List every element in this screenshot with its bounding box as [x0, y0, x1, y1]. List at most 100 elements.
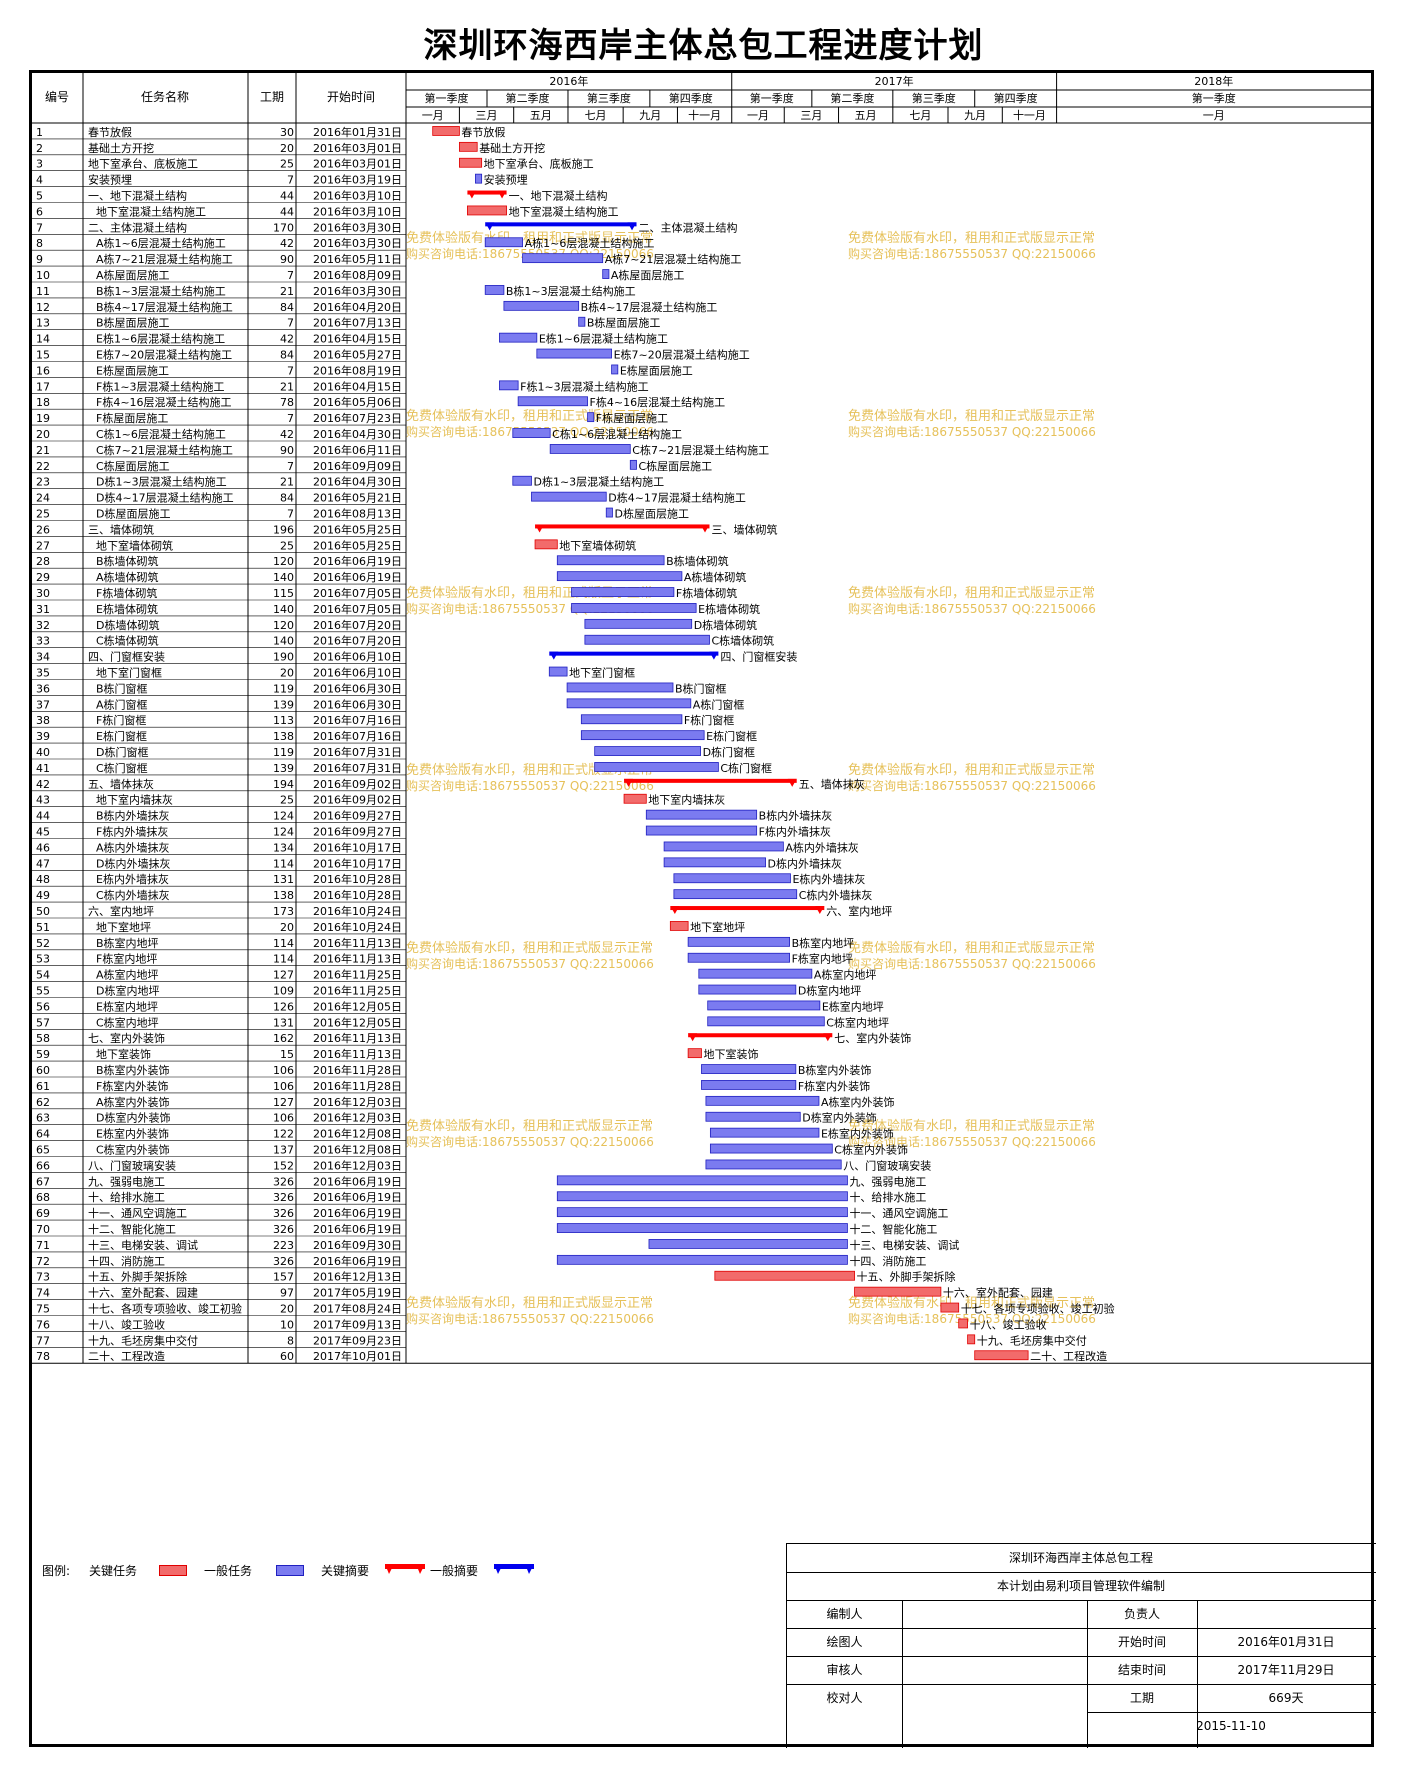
- info-divider: [787, 1684, 1376, 1685]
- task-start: 2017年09月13日: [313, 1317, 402, 1331]
- task-id: 53: [36, 953, 50, 966]
- task-name: F栋墙体砌筑: [96, 586, 157, 600]
- task-duration: 60: [280, 1350, 294, 1363]
- task-duration: 7: [287, 412, 294, 425]
- task-id: 9: [36, 253, 43, 266]
- task-name: 地下室墙体砌筑: [96, 538, 173, 552]
- task-duration: 25: [280, 794, 294, 807]
- task-duration: 131: [273, 873, 294, 886]
- task-bar: [566, 698, 692, 709]
- task-id: 58: [36, 1032, 50, 1045]
- task-start: 2016年04月30日: [313, 427, 402, 441]
- task-start: 2016年05月06日: [313, 395, 402, 409]
- critical-task-bar: [669, 921, 689, 931]
- task-id: 42: [36, 778, 50, 791]
- task-id: 20: [36, 428, 50, 441]
- bar-label: D栋内外墙抹灰: [768, 856, 842, 870]
- task-bar: [556, 555, 665, 566]
- task-name: A栋内外墙抹灰: [96, 840, 170, 854]
- bar-label: E栋室内地坪: [822, 999, 884, 1013]
- task-id: 68: [36, 1191, 50, 1204]
- task-duration: 7: [287, 317, 294, 330]
- critical-task-bar: [940, 1302, 960, 1313]
- task-name: C栋屋面层施工: [96, 459, 170, 473]
- task-name: 地下室承台、底板施工: [88, 157, 198, 171]
- task-start: 2016年05月11日: [313, 252, 402, 266]
- bar-label: C栋墙体砌筑: [711, 634, 774, 648]
- task-duration: 10: [280, 1318, 294, 1331]
- info-start-value: 2016年01月31日: [1237, 1635, 1335, 1649]
- task-duration: 20: [280, 921, 294, 934]
- task-start: 2016年10月17日: [313, 840, 402, 854]
- task-duration: 84: [280, 349, 294, 362]
- task-id: 28: [36, 555, 50, 568]
- bar-label: 基础土方开挖: [479, 141, 545, 155]
- info-divider: [787, 1600, 1376, 1601]
- bar-label: 四、门窗框安装: [720, 650, 797, 664]
- watermark-text: 购买咨询电话:18675550537 QQ:22150066: [848, 1311, 1096, 1326]
- task-start: 2016年12月03日: [313, 1095, 402, 1109]
- task-start: 2016年11月25日: [313, 968, 402, 982]
- month-label: 三月: [800, 109, 822, 122]
- task-start: 2016年12月13日: [313, 1270, 402, 1284]
- bar-label: D栋室内外装饰: [802, 1111, 876, 1125]
- task-name: E栋屋面层施工: [96, 363, 169, 377]
- task-duration: 190: [273, 651, 294, 664]
- task-name: E栋1~6层混凝土结构施工: [96, 332, 225, 346]
- task-name: 二、主体混凝土结构: [88, 220, 187, 234]
- task-start: 2016年09月27日: [313, 825, 402, 839]
- task-start: 2016年12月03日: [313, 1111, 402, 1125]
- task-bar: [584, 634, 710, 645]
- summary-bar-end: [627, 222, 637, 231]
- task-bar: [512, 428, 551, 438]
- task-duration: 8: [287, 1334, 294, 1347]
- bar-label: 地下室混凝土结构施工: [509, 204, 619, 218]
- task-name: C栋室内地坪: [96, 1015, 159, 1029]
- task-name: B栋室内地坪: [96, 936, 159, 950]
- task-name: 十六、室外配套、园建: [88, 1286, 198, 1300]
- task-id: 30: [36, 587, 50, 600]
- bar-label: 地下室地坪: [690, 920, 745, 934]
- task-start: 2016年03月10日: [313, 204, 402, 218]
- task-bar: [687, 936, 790, 947]
- bar-label: E栋屋面层施工: [620, 363, 693, 377]
- task-name: F栋内外墙抹灰: [96, 825, 168, 839]
- task-id: 39: [36, 730, 50, 743]
- bar-label: 十八、竣工验收: [970, 1317, 1047, 1331]
- task-name: 十九、毛坯房集中交付: [88, 1333, 198, 1347]
- task-start: 2016年08月09日: [313, 268, 402, 282]
- watermark-text: 免费体验版有水印，租用和正式版显示正常: [848, 940, 1095, 956]
- task-start: 2016年11月28日: [313, 1063, 402, 1077]
- critical-task-bar: [958, 1318, 968, 1329]
- task-start: 2016年07月16日: [313, 713, 402, 727]
- task-name: 地下室装饰: [96, 1047, 151, 1061]
- task-bar: [556, 1254, 848, 1265]
- task-bar: [709, 1143, 833, 1154]
- task-duration: 114: [273, 937, 294, 950]
- task-duration: 326: [273, 1207, 294, 1220]
- bar-label: E栋门窗框: [706, 729, 757, 743]
- watermark-text: 购买咨询电话:18675550537 QQ:22150066: [848, 956, 1096, 971]
- bar-label: F栋室内外装饰: [798, 1079, 870, 1093]
- task-start: 2016年09月02日: [313, 793, 402, 807]
- task-bar: [602, 269, 610, 279]
- quarter-label: 第四季度: [994, 91, 1038, 105]
- task-id: 4: [36, 174, 43, 187]
- bar-label: D栋屋面层施工: [614, 507, 688, 521]
- task-start: 2016年07月20日: [313, 618, 402, 632]
- task-start: 2016年04月15日: [313, 332, 402, 346]
- info-date: 2015-11-10: [1196, 1719, 1266, 1733]
- task-id: 73: [36, 1271, 50, 1284]
- bar-label: E栋内外墙抹灰: [792, 872, 865, 886]
- info-reviewer-value: [902, 1656, 1087, 1684]
- task-id: 78: [36, 1350, 50, 1363]
- task-id: 64: [36, 1128, 50, 1141]
- bar-label: A栋7~21层混凝土结构施工: [605, 252, 742, 266]
- task-start: 2016年12月05日: [313, 999, 402, 1013]
- quarter-label: 第二季度: [505, 91, 549, 105]
- summary-bar-end: [467, 190, 477, 199]
- task-id: 63: [36, 1112, 50, 1125]
- watermark-text: 购买咨询电话:18675550537 QQ:22150066: [406, 778, 654, 793]
- watermark-text: 免费体验版有水印，租用和正式版显示正常: [848, 408, 1095, 424]
- summary-bar-end: [670, 906, 680, 915]
